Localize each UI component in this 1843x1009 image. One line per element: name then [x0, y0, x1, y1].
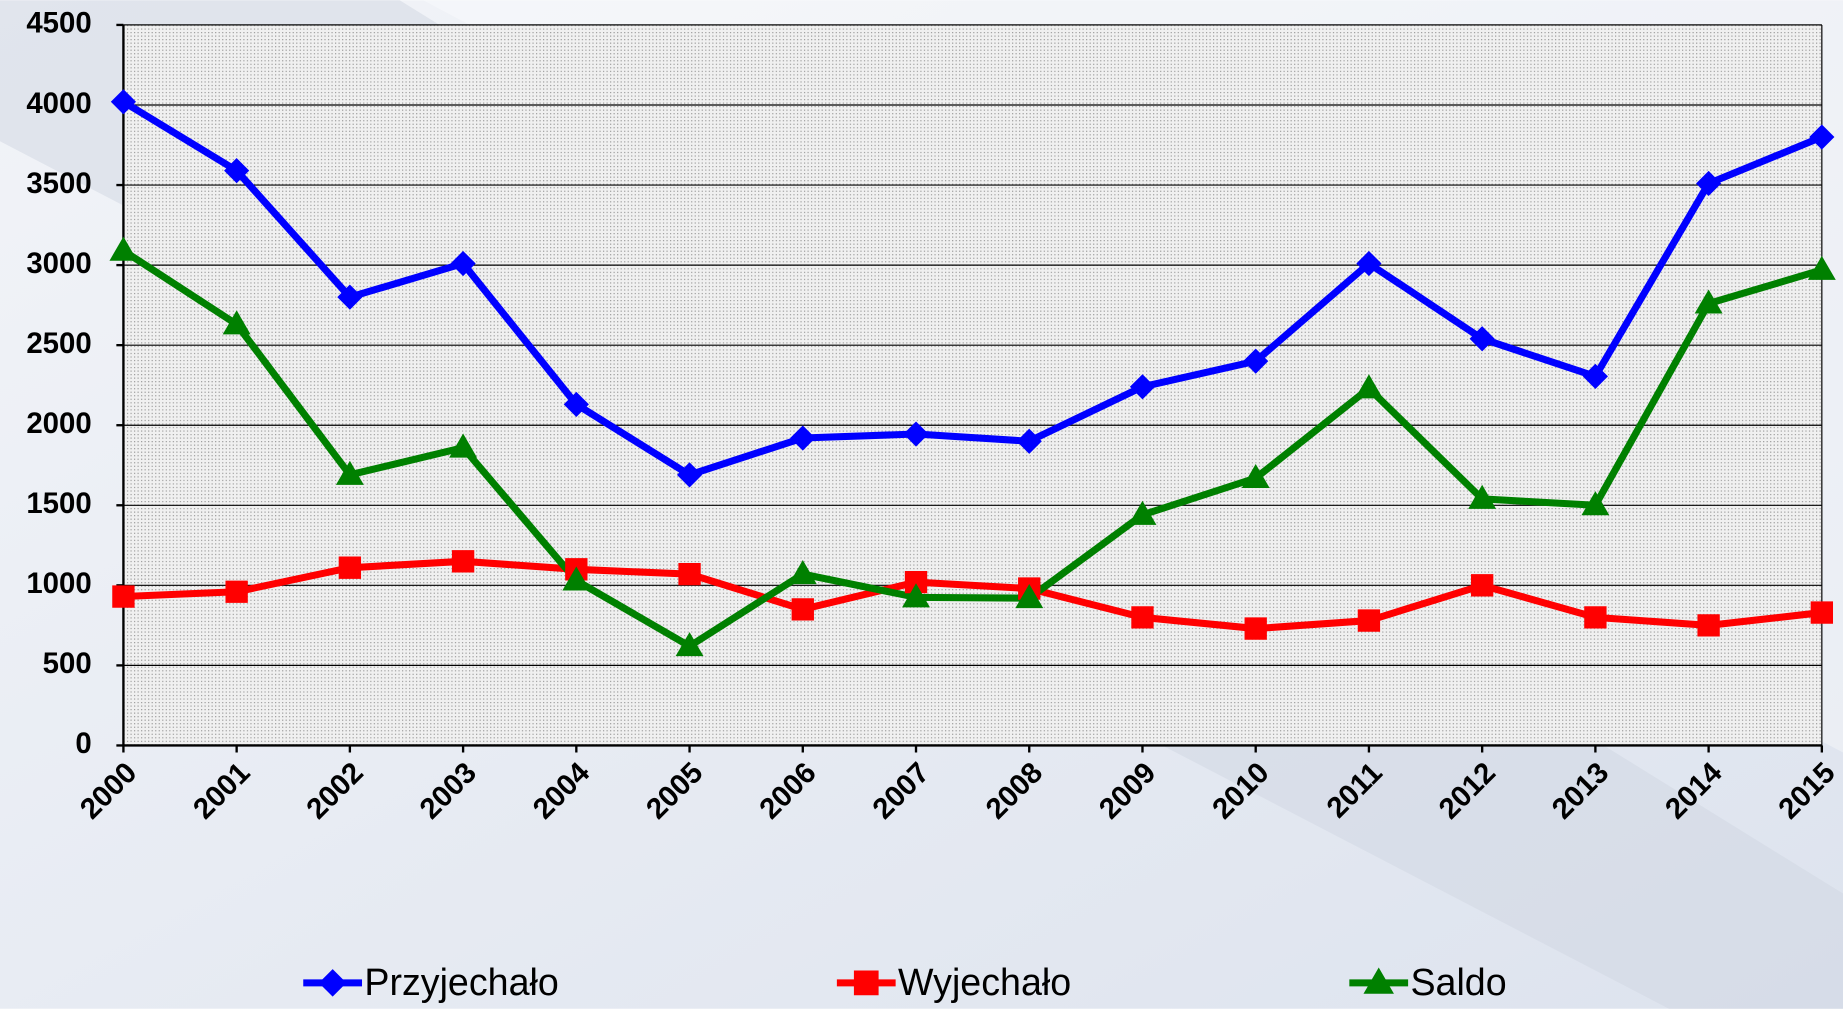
data-point: [451, 550, 475, 573]
data-point: [1809, 124, 1835, 150]
y-tick-label: 2500: [26, 327, 91, 360]
data-point: [1468, 484, 1497, 509]
data-point: [902, 583, 930, 608]
data-point: [1243, 348, 1269, 374]
y-tick-label: 1500: [26, 487, 91, 520]
data-point: [1807, 255, 1836, 280]
data-point: [1357, 609, 1381, 632]
data-point: [112, 585, 135, 608]
data-point: [109, 236, 138, 261]
y-tick-label: 3500: [26, 167, 91, 200]
data-point: [790, 425, 816, 451]
y-tick-label: 3000: [26, 247, 91, 280]
data-point: [562, 566, 591, 591]
data-point: [225, 580, 248, 603]
data-point: [1469, 326, 1495, 352]
data-point: [1129, 374, 1156, 400]
legend-marker: [318, 969, 347, 997]
data-point: [449, 433, 478, 458]
data-point: [1696, 170, 1722, 197]
data-point: [788, 560, 817, 585]
data-point: [1241, 463, 1270, 489]
y-tick-label: 1000: [26, 567, 91, 600]
data-point: [337, 284, 363, 310]
data-point: [110, 89, 137, 115]
legend-label: Saldo: [1410, 961, 1506, 1003]
legend-label: Wyjechało: [898, 961, 1071, 1003]
data-point: [224, 158, 250, 184]
data-point: [1356, 250, 1382, 277]
data-point: [1697, 614, 1720, 637]
data-point: [338, 556, 362, 579]
data-point: [904, 570, 928, 594]
data-point: [678, 562, 701, 586]
y-tick-label: 4500: [26, 7, 91, 40]
data-point: [1810, 601, 1834, 624]
y-tick-label: 0: [75, 727, 91, 760]
y-tick-label: 2000: [26, 407, 91, 440]
data-point: [1582, 363, 1608, 389]
y-tick-label: 500: [43, 647, 92, 680]
data-point: [1354, 374, 1383, 399]
data-point: [1470, 574, 1494, 597]
legend-label: Przyjechało: [364, 961, 558, 1003]
data-point: [1015, 584, 1044, 609]
data-point: [563, 391, 589, 417]
data-point: [1694, 289, 1723, 314]
data-point: [1244, 617, 1267, 640]
data-point: [1581, 491, 1610, 516]
data-point: [222, 310, 251, 335]
data-point: [903, 421, 929, 447]
data-point: [1016, 428, 1042, 454]
legend-marker: [853, 970, 879, 996]
data-point: [450, 250, 476, 277]
series-line: [121, 98, 1824, 479]
data-point: [1131, 606, 1154, 629]
data-point: [335, 460, 364, 485]
data-point: [1128, 500, 1157, 525]
data-point: [791, 598, 814, 621]
legend-marker: [1363, 967, 1394, 994]
plot-area: [123, 24, 1822, 746]
series-line: [123, 557, 1823, 633]
data-point: [676, 462, 703, 488]
data-point: [1584, 606, 1607, 629]
data-point: [675, 632, 704, 657]
series-line: [121, 247, 1823, 650]
y-tick-label: 4000: [26, 87, 91, 120]
